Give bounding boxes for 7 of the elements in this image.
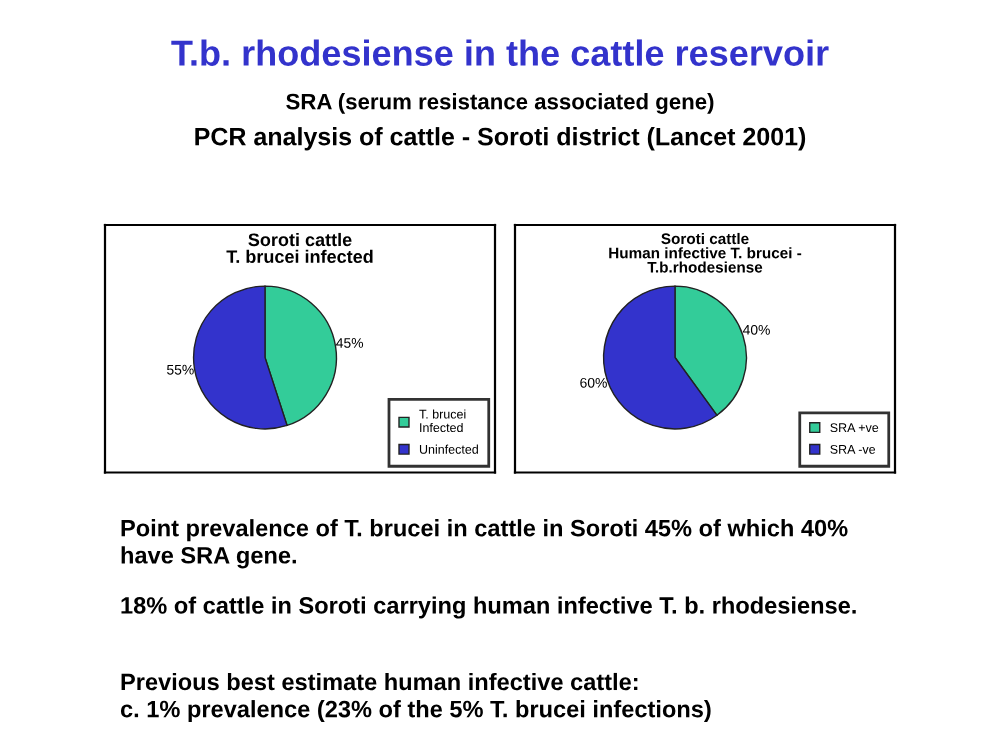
text: Previous best estimate human infective cattle: c. 1% prevalence (23% of the 5% T. brucei infections)	[120, 672, 711, 723]
text: PCR analysis of cattle - Soroti district (Lancet 2001)	[195, 127, 806, 151]
text: T.b. rhodesiense in the cattle reservoir	[171, 39, 829, 66]
chart-title: Soroti cattle T. brucei infected	[226, 232, 373, 264]
text: Point prevalence of T. brucei in cattle in Soroti 45% of which 40% have SRA gene.	[121, 519, 848, 569]
text: SRA (serum resistance associated gene)	[286, 93, 714, 114]
text: 18% of cattle in Soroti carrying human infective T. b. rhodesiense.	[121, 596, 856, 619]
